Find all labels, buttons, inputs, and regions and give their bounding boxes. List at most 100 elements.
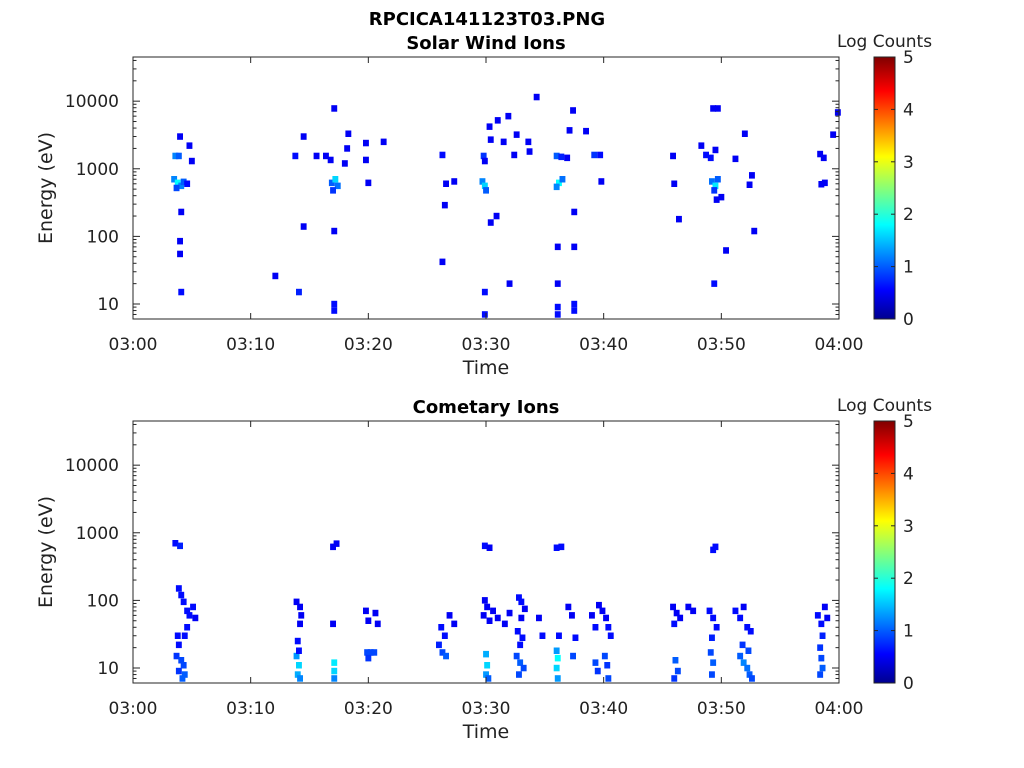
x-tick-label: 03:50 bbox=[697, 335, 746, 355]
heatmap-cell bbox=[713, 624, 720, 631]
heatmap-cell bbox=[553, 183, 560, 191]
heatmap-cell bbox=[188, 157, 195, 165]
heatmap-cell bbox=[698, 142, 705, 149]
heatmap-cell bbox=[484, 603, 491, 611]
heatmap-cell bbox=[451, 620, 458, 628]
x-axis-label: Time bbox=[462, 721, 510, 743]
heatmap-cell bbox=[723, 247, 729, 254]
heatmap-cell bbox=[592, 659, 599, 666]
heatmap-cell bbox=[365, 654, 372, 662]
heatmap-cell bbox=[517, 641, 524, 649]
y-tick-label: 100 bbox=[87, 591, 119, 611]
heatmap-cell bbox=[313, 152, 320, 160]
heatmap-cell bbox=[565, 603, 572, 611]
heatmap-cell bbox=[517, 659, 524, 666]
heatmap-cell bbox=[834, 109, 841, 116]
heatmap-cell bbox=[746, 671, 753, 678]
heatmap-cell bbox=[710, 659, 717, 666]
heatmap-cell bbox=[821, 603, 828, 611]
heatmap-cell bbox=[443, 652, 449, 660]
heatmap-cell bbox=[536, 614, 542, 622]
heatmap-cell bbox=[179, 675, 186, 682]
heatmap-cell bbox=[818, 620, 825, 628]
heatmap-cell bbox=[737, 614, 744, 622]
heatmap-cell bbox=[441, 632, 448, 639]
heatmap-cell bbox=[817, 671, 824, 678]
heatmap-cell bbox=[714, 176, 721, 183]
heatmap-cell bbox=[363, 156, 369, 164]
panel-title: Solar Wind Ions bbox=[406, 33, 565, 54]
heatmap-cell bbox=[553, 647, 560, 654]
heatmap-cell bbox=[673, 609, 680, 617]
heatmap-cell bbox=[710, 546, 717, 554]
heatmap-cell bbox=[483, 187, 489, 194]
heatmap-cell bbox=[481, 311, 488, 318]
heatmap-cell bbox=[571, 243, 578, 251]
heatmap-cell bbox=[670, 152, 676, 160]
heatmap-cell bbox=[364, 649, 371, 656]
heatmap-cell bbox=[186, 612, 193, 619]
heatmap-cell bbox=[490, 607, 496, 615]
heatmap-cell bbox=[180, 598, 187, 606]
heatmap-cell bbox=[713, 196, 720, 203]
heatmap-cell bbox=[571, 307, 578, 314]
heatmap-cell bbox=[481, 597, 488, 604]
heatmap-cell bbox=[712, 146, 719, 154]
heatmap-cell bbox=[367, 649, 374, 656]
heatmap-cell bbox=[596, 601, 602, 609]
heatmap-cell bbox=[374, 620, 381, 628]
heatmap-cell bbox=[174, 179, 181, 187]
heatmap-cell bbox=[572, 634, 579, 641]
heatmap-cell bbox=[300, 223, 307, 230]
heatmap-cell bbox=[175, 152, 182, 160]
heatmap-cell bbox=[363, 139, 369, 147]
x-tick-label: 03:40 bbox=[579, 335, 628, 355]
colorbar-tick-label: 3 bbox=[903, 517, 914, 537]
heatmap-cell bbox=[817, 644, 824, 651]
heatmap-cell bbox=[331, 659, 338, 666]
heatmap-cell bbox=[487, 219, 494, 226]
x-axis-label: Time bbox=[462, 357, 510, 379]
heatmap-cell bbox=[672, 657, 679, 664]
x-tick-label: 04:00 bbox=[815, 699, 864, 719]
heatmap-cell bbox=[749, 675, 755, 682]
heatmap-cell bbox=[178, 591, 185, 599]
heatmap-cell bbox=[272, 272, 279, 280]
heatmap-cell bbox=[744, 624, 751, 631]
heatmap-cell bbox=[739, 641, 746, 649]
heatmap-cell bbox=[516, 671, 522, 678]
colorbar-tick-label: 3 bbox=[903, 153, 914, 173]
colorbar-tick-label: 4 bbox=[903, 464, 914, 484]
heatmap-cell bbox=[671, 675, 678, 682]
heatmap-cell bbox=[331, 105, 338, 112]
heatmap-cell bbox=[601, 652, 608, 660]
heatmap-cell bbox=[441, 201, 448, 209]
heatmap-cell bbox=[598, 178, 605, 185]
heatmap-cell bbox=[331, 227, 338, 235]
heatmap-cell bbox=[501, 620, 508, 628]
heatmap-cell bbox=[819, 632, 826, 639]
heatmap-cell bbox=[439, 649, 446, 656]
heatmap-cell bbox=[190, 603, 196, 611]
heatmap-cell bbox=[592, 624, 599, 631]
heatmap-cell bbox=[513, 652, 520, 660]
heatmap-cell bbox=[554, 243, 561, 251]
heatmap-cell bbox=[533, 93, 540, 101]
heatmap-cell bbox=[481, 182, 488, 190]
panel-solar-wind-ions: Solar Wind Ions 03:00 03:10 03:20 03:30 03:40… bbox=[35, 32, 932, 379]
heatmap-cell bbox=[604, 662, 611, 669]
heatmap-cell bbox=[178, 657, 185, 664]
heatmap-cell bbox=[670, 603, 676, 611]
heatmap-cell bbox=[485, 675, 492, 682]
heatmap-cell bbox=[296, 662, 302, 669]
colorbar-tick-label: 0 bbox=[903, 310, 914, 330]
heatmap-cell bbox=[526, 148, 533, 155]
colorbar-tick-label: 4 bbox=[903, 100, 914, 120]
heatmap-cell bbox=[554, 303, 561, 311]
heatmap-cell bbox=[554, 675, 561, 682]
heatmap-cell bbox=[824, 614, 831, 622]
figure-title: RPCICA141123T03.PNG bbox=[369, 9, 605, 30]
heatmap-cell bbox=[711, 187, 718, 194]
